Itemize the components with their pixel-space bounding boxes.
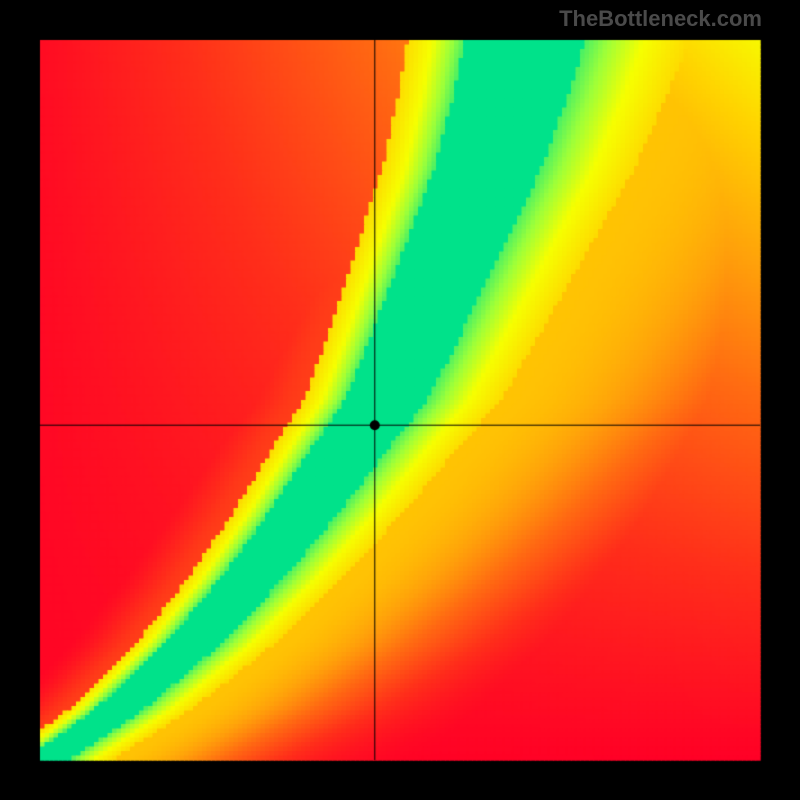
watermark-text: TheBottleneck.com	[559, 6, 762, 32]
bottleneck-heatmap	[0, 0, 800, 800]
chart-container: TheBottleneck.com	[0, 0, 800, 800]
